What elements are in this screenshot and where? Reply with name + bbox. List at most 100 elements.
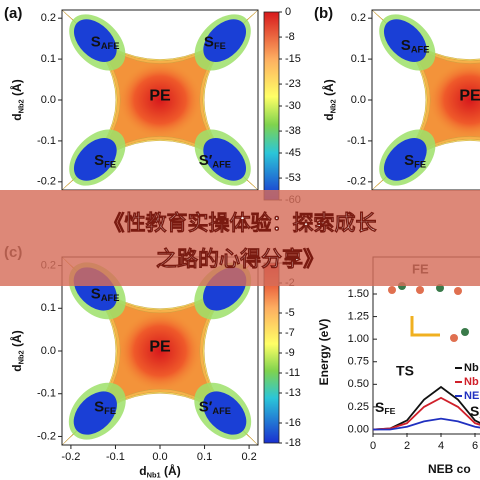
- label-unit: (Å): [161, 463, 181, 478]
- core: [426, 60, 480, 140]
- well: [73, 391, 117, 435]
- label-sub: Nb2: [17, 350, 26, 364]
- banner-line: 《性教育实操体验：探索成长: [104, 211, 378, 235]
- colorbar-tick-label: -7: [285, 327, 295, 339]
- label: SA: [470, 403, 480, 421]
- y-tick-label: 0.1: [41, 53, 56, 65]
- y-tick-label: 0.50: [348, 378, 369, 390]
- label-sub: Nb1: [147, 471, 161, 480]
- label: PE: [459, 88, 480, 105]
- y-tick-label: -0.2: [37, 430, 56, 442]
- well: [203, 391, 247, 435]
- label: SFE: [375, 399, 396, 417]
- x-tick-label: 0: [370, 440, 376, 452]
- label-sub: FE: [104, 406, 116, 416]
- label: PE: [149, 88, 171, 105]
- x-tick-label: -0.2: [61, 451, 80, 463]
- x-tick-label: 6: [472, 440, 478, 452]
- legend-label: Nb: [464, 376, 479, 388]
- label: dNb1 (Å): [139, 463, 180, 479]
- colorbar-tick-label: -11: [285, 367, 300, 379]
- label: dNb2 (Å): [321, 79, 337, 120]
- panel-label: (a): [4, 5, 22, 22]
- y-tick-label: 1.00: [348, 333, 369, 345]
- colorbar-tick-label: -8: [285, 31, 295, 43]
- panel-label: (b): [314, 5, 333, 22]
- colorbar: [263, 262, 280, 444]
- well: [383, 138, 427, 181]
- label: S′AFE: [199, 398, 231, 416]
- y-tick-label: 0.25: [348, 401, 369, 413]
- y-tick-label: -0.1: [37, 135, 56, 147]
- label: SFE: [94, 398, 116, 416]
- label-sub: AFE: [212, 160, 231, 170]
- label: TS: [396, 363, 414, 379]
- colorbar-tick-label: 0: [285, 6, 291, 18]
- label-main: S: [375, 399, 384, 415]
- label-main: d: [322, 113, 336, 120]
- label-sub: FE: [104, 160, 116, 170]
- label-main: S′: [199, 398, 213, 415]
- colorbar-tick-label: -15: [285, 53, 301, 65]
- banner-bg: [0, 190, 480, 286]
- y-axis-label: Energy (eV): [317, 319, 331, 386]
- label: SFE: [404, 152, 426, 170]
- heatmap: [61, 9, 259, 191]
- label-sub: AFE: [212, 406, 231, 416]
- label-sub: Nb2: [17, 99, 26, 113]
- label: dNb2 (Å): [9, 330, 25, 371]
- label-unit: (Å): [321, 79, 336, 99]
- well: [73, 138, 117, 181]
- y-tick-label: 1.50: [348, 288, 369, 300]
- y-tick-label: 0.0: [351, 94, 366, 106]
- label-unit: (Å): [9, 330, 24, 350]
- label-sub: AFE: [101, 41, 120, 51]
- label-main: S: [94, 398, 104, 415]
- label: SAFE: [91, 286, 120, 304]
- label-main: S: [91, 286, 101, 303]
- label: PE: [149, 338, 171, 355]
- label: SFE: [204, 33, 226, 51]
- series-line: [372, 396, 480, 431]
- label-sub: FE: [414, 160, 426, 170]
- y-tick-label: 0.00: [348, 423, 369, 435]
- colorbar-tick-label: -30: [285, 100, 301, 112]
- y-tick-label: -0.1: [347, 135, 366, 147]
- y-tick-label: 0.0: [41, 94, 56, 106]
- arrow: [410, 316, 440, 337]
- label-sub: FE: [214, 41, 226, 51]
- label: SAFE: [401, 37, 430, 55]
- atom: [416, 286, 424, 294]
- legend-label: Nb: [464, 362, 479, 374]
- x-tick-label: 4: [438, 440, 444, 452]
- colorbar: [263, 11, 280, 201]
- y-tick-label: -0.1: [37, 388, 56, 400]
- colorbar-tick-label: -16: [285, 417, 301, 429]
- x-tick-label: 0.0: [152, 451, 167, 463]
- x-tick-label: 0.1: [197, 451, 212, 463]
- legend-label: NE: [464, 390, 479, 402]
- label-main: S: [91, 33, 101, 50]
- x-axis-label: NEB co: [428, 462, 471, 476]
- heatmap: [371, 9, 480, 191]
- label-main: S: [470, 403, 479, 419]
- atom: [388, 286, 396, 294]
- colorbar-tick-label: -23: [285, 78, 301, 90]
- x-tick-label: 0.2: [241, 451, 256, 463]
- label-main: d: [139, 464, 146, 478]
- colorbar-tick-label: -53: [285, 172, 301, 184]
- y-tick-label: -0.2: [37, 176, 56, 188]
- y-tick-label: -0.2: [347, 176, 366, 188]
- y-tick-label: 0.2: [351, 12, 366, 24]
- colorbar-tick-label: -18: [285, 437, 301, 449]
- well: [383, 19, 427, 62]
- label-main: S: [94, 152, 104, 169]
- label-unit: (Å): [9, 79, 24, 99]
- label-main: S: [204, 33, 214, 50]
- y-tick-label: 0.1: [41, 302, 56, 314]
- x-tick-label: 2: [404, 440, 410, 452]
- label-main: S: [404, 152, 414, 169]
- label: SFE: [94, 152, 116, 170]
